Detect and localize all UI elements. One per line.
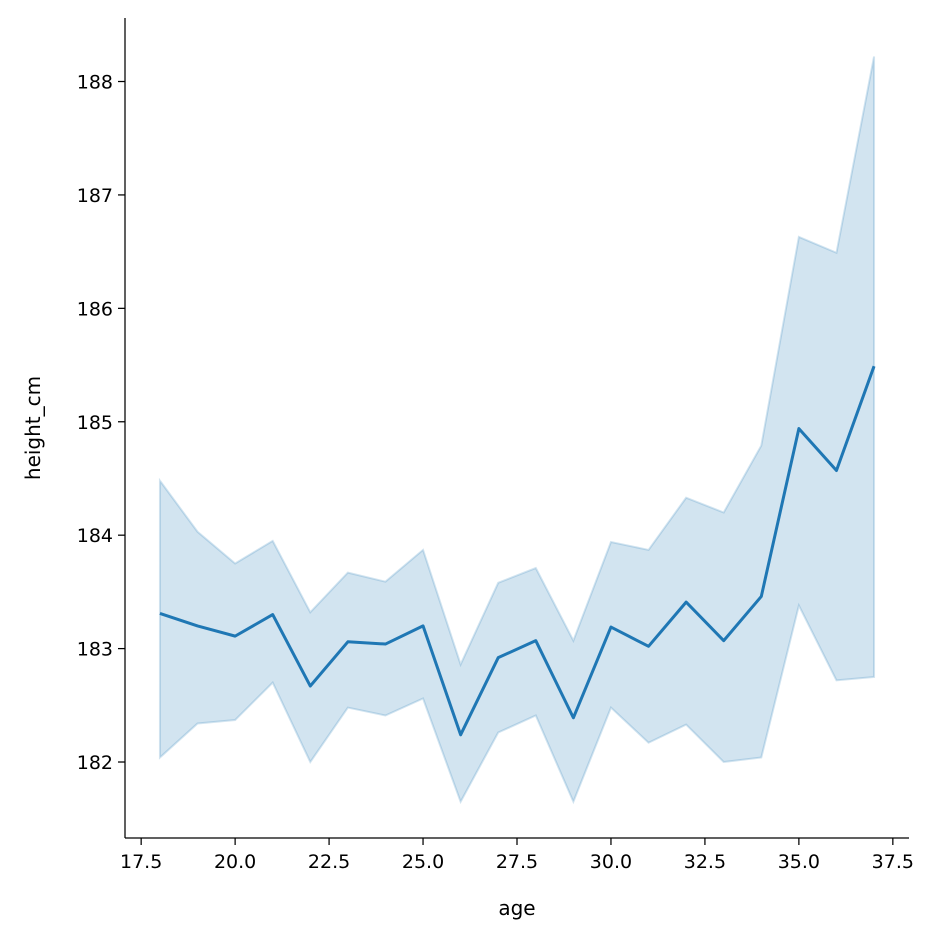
y-tick-label: 185 — [77, 412, 113, 434]
x-tick-label: 32.5 — [684, 851, 726, 873]
y-tick-label: 183 — [77, 639, 113, 661]
x-tick-label: 27.5 — [496, 851, 538, 873]
x-tick-label: 22.5 — [308, 851, 350, 873]
y-axis-label: height_cm — [21, 376, 45, 480]
y-tick-label: 182 — [77, 752, 113, 774]
x-tick-label: 20.0 — [214, 851, 256, 873]
confidence-band — [160, 57, 874, 802]
x-tick-label: 37.5 — [872, 851, 914, 873]
x-tick-label: 25.0 — [402, 851, 444, 873]
x-tick-label: 30.0 — [590, 851, 632, 873]
x-tick-label: 35.0 — [778, 851, 820, 873]
y-tick-label: 186 — [77, 298, 113, 320]
x-tick-label: 17.5 — [120, 851, 162, 873]
x-axis-label: age — [498, 896, 535, 920]
y-tick-label: 184 — [77, 525, 113, 547]
y-tick-label: 187 — [77, 185, 113, 207]
y-tick-label: 188 — [77, 72, 113, 94]
